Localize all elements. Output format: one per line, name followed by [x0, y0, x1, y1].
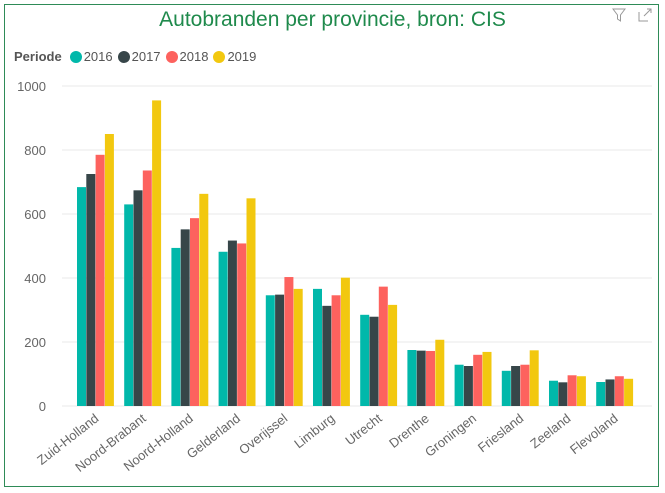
legend-label: 2016: [83, 49, 113, 64]
bar-2019-utrecht[interactable]: [388, 304, 398, 406]
legend-item-2019[interactable]: 2019: [213, 49, 256, 64]
bar-2016-flevoland[interactable]: [596, 382, 606, 406]
bar-2018-flevoland[interactable]: [614, 376, 624, 406]
x-tick-label: Friesland: [475, 411, 526, 456]
x-tick-label: Overijssel: [236, 410, 290, 457]
y-tick-label: 800: [24, 143, 46, 158]
bar-2018-drenthe[interactable]: [426, 350, 435, 406]
bar-2016-friesland[interactable]: [501, 370, 511, 406]
bar-2018-utrecht[interactable]: [378, 286, 388, 406]
bar-2016-noord-brabant[interactable]: [124, 204, 134, 406]
bar-2017-groningen[interactable]: [463, 366, 473, 406]
legend-dot: [117, 50, 130, 63]
bar-2018-zeeland[interactable]: [567, 375, 577, 406]
y-tick-label: 1000: [17, 79, 46, 94]
y-tick-label: 200: [24, 335, 46, 350]
x-tick-label: Gelderland: [184, 411, 243, 462]
bar-2017-limburg[interactable]: [322, 305, 332, 406]
bar-2019-noord-holland[interactable]: [199, 193, 209, 406]
bar-2016-drenthe[interactable]: [407, 350, 417, 406]
bar-2018-gelderland[interactable]: [237, 243, 247, 406]
bar-2017-gelderland[interactable]: [227, 240, 237, 406]
legend-item-2018[interactable]: 2018: [165, 49, 209, 64]
bar-2019-friesland[interactable]: [529, 350, 539, 406]
bar-2016-noord-holland[interactable]: [171, 247, 181, 406]
bar-2017-friesland[interactable]: [511, 366, 521, 406]
legend-dot: [69, 50, 82, 63]
bar-2019-groningen[interactable]: [482, 351, 492, 406]
y-tick-label: 0: [39, 399, 46, 414]
x-tick-label: Utrecht: [342, 410, 385, 448]
legend-title: Periode: [14, 49, 62, 64]
bar-2018-zuid-holland[interactable]: [95, 154, 105, 406]
x-tick-label: Flevoland: [567, 411, 621, 458]
bar-2016-zeeland[interactable]: [549, 380, 558, 406]
bar-2019-flevoland[interactable]: [624, 378, 634, 406]
focus-mode-icon[interactable]: [638, 8, 652, 25]
y-tick-label: 600: [24, 207, 46, 222]
bar-2019-drenthe[interactable]: [435, 339, 445, 406]
bar-2017-utrecht[interactable]: [369, 316, 379, 406]
bar-2016-groningen[interactable]: [454, 364, 464, 406]
bar-2019-zeeland[interactable]: [576, 376, 586, 406]
bar-2018-groningen[interactable]: [473, 354, 483, 406]
bar-2016-utrecht[interactable]: [360, 314, 370, 406]
legend-item-2016[interactable]: 2016: [69, 49, 113, 64]
legend-dot: [213, 50, 226, 63]
bar-2018-overijssel[interactable]: [284, 277, 294, 406]
legend-item-2017[interactable]: 2017: [117, 49, 161, 64]
x-tick-label: Limburg: [291, 411, 337, 452]
bar-2017-zeeland[interactable]: [558, 382, 568, 406]
bar-2018-limburg[interactable]: [331, 295, 341, 406]
bar-2018-noord-brabant[interactable]: [142, 170, 152, 406]
bar-2016-overijssel[interactable]: [265, 295, 275, 406]
bar-2017-noord-holland[interactable]: [180, 229, 190, 406]
legend-dot: [165, 50, 178, 63]
filter-icon[interactable]: [612, 8, 626, 25]
bar-2018-friesland[interactable]: [520, 364, 530, 406]
y-tick-label: 400: [24, 271, 46, 286]
bar-2017-flevoland[interactable]: [605, 379, 615, 406]
legend-label: 2019: [227, 49, 257, 64]
bar-2017-zuid-holland[interactable]: [86, 174, 96, 406]
bar-2018-noord-holland[interactable]: [190, 218, 199, 406]
x-tick-label: Groningen: [422, 411, 479, 460]
bar-2017-overijssel[interactable]: [275, 294, 285, 406]
bar-2017-noord-brabant[interactable]: [133, 190, 143, 406]
legend: Periode 2016 2017 2018 2019: [14, 49, 261, 64]
bar-2016-zuid-holland[interactable]: [77, 187, 86, 406]
bar-2019-zuid-holland[interactable]: [104, 134, 114, 406]
bar-2019-limburg[interactable]: [340, 277, 350, 406]
chart-title: Autobranden per provincie, bron: CIS: [159, 8, 506, 31]
visual-frame: [4, 4, 659, 487]
legend-label: 2017: [131, 49, 161, 64]
bar-2019-overijssel[interactable]: [293, 288, 303, 406]
bar-2016-gelderland[interactable]: [218, 251, 228, 406]
bar-2017-drenthe[interactable]: [416, 350, 426, 406]
bar-2019-gelderland[interactable]: [246, 198, 256, 406]
bar-2016-limburg[interactable]: [313, 288, 322, 406]
bar-2019-noord-brabant[interactable]: [152, 100, 162, 407]
legend-label: 2018: [179, 49, 209, 64]
